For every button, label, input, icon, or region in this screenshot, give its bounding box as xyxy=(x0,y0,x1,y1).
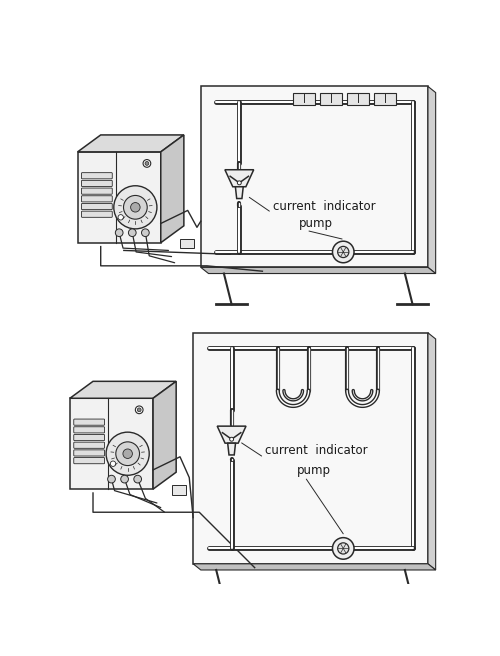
Circle shape xyxy=(142,229,149,237)
Polygon shape xyxy=(78,135,184,152)
Polygon shape xyxy=(153,381,176,489)
Polygon shape xyxy=(161,135,184,243)
Circle shape xyxy=(106,432,149,475)
Circle shape xyxy=(120,475,128,483)
FancyBboxPatch shape xyxy=(74,427,104,433)
Bar xyxy=(320,92,342,105)
Circle shape xyxy=(332,538,354,559)
Polygon shape xyxy=(236,187,243,199)
Text: pump: pump xyxy=(297,464,331,477)
Bar xyxy=(172,485,186,495)
Polygon shape xyxy=(228,443,235,455)
Circle shape xyxy=(134,475,141,483)
Circle shape xyxy=(138,408,141,412)
FancyBboxPatch shape xyxy=(74,458,104,464)
Polygon shape xyxy=(70,398,153,489)
Polygon shape xyxy=(193,564,436,570)
Circle shape xyxy=(116,442,140,466)
Circle shape xyxy=(136,406,143,414)
Polygon shape xyxy=(201,268,436,274)
Bar xyxy=(180,239,194,248)
Circle shape xyxy=(145,161,149,165)
Circle shape xyxy=(230,438,234,441)
FancyBboxPatch shape xyxy=(82,195,112,202)
Circle shape xyxy=(118,215,124,220)
Circle shape xyxy=(332,241,354,263)
Circle shape xyxy=(128,229,136,237)
Circle shape xyxy=(338,543,349,554)
FancyBboxPatch shape xyxy=(82,180,112,186)
FancyBboxPatch shape xyxy=(82,211,112,217)
Circle shape xyxy=(116,229,123,237)
Circle shape xyxy=(123,449,132,459)
Text: pump: pump xyxy=(298,217,332,230)
Polygon shape xyxy=(217,426,246,443)
Text: current  indicator: current indicator xyxy=(273,199,376,213)
Bar xyxy=(347,92,368,105)
Circle shape xyxy=(114,186,157,229)
Circle shape xyxy=(110,461,116,466)
Polygon shape xyxy=(428,87,436,274)
FancyBboxPatch shape xyxy=(82,188,112,194)
Polygon shape xyxy=(70,381,176,398)
FancyBboxPatch shape xyxy=(74,419,104,425)
Text: current  indicator: current indicator xyxy=(266,445,368,457)
Circle shape xyxy=(238,181,242,185)
FancyBboxPatch shape xyxy=(82,203,112,210)
Bar xyxy=(374,92,396,105)
FancyBboxPatch shape xyxy=(82,173,112,179)
Polygon shape xyxy=(225,170,254,187)
Circle shape xyxy=(124,195,147,219)
Polygon shape xyxy=(78,152,161,243)
FancyBboxPatch shape xyxy=(74,442,104,448)
Polygon shape xyxy=(428,333,436,570)
Circle shape xyxy=(143,159,151,167)
Circle shape xyxy=(130,203,140,212)
FancyBboxPatch shape xyxy=(74,450,104,456)
Bar xyxy=(293,92,315,105)
Circle shape xyxy=(108,475,116,483)
Polygon shape xyxy=(201,87,428,268)
FancyBboxPatch shape xyxy=(74,434,104,441)
Polygon shape xyxy=(193,333,428,564)
Circle shape xyxy=(338,247,349,258)
